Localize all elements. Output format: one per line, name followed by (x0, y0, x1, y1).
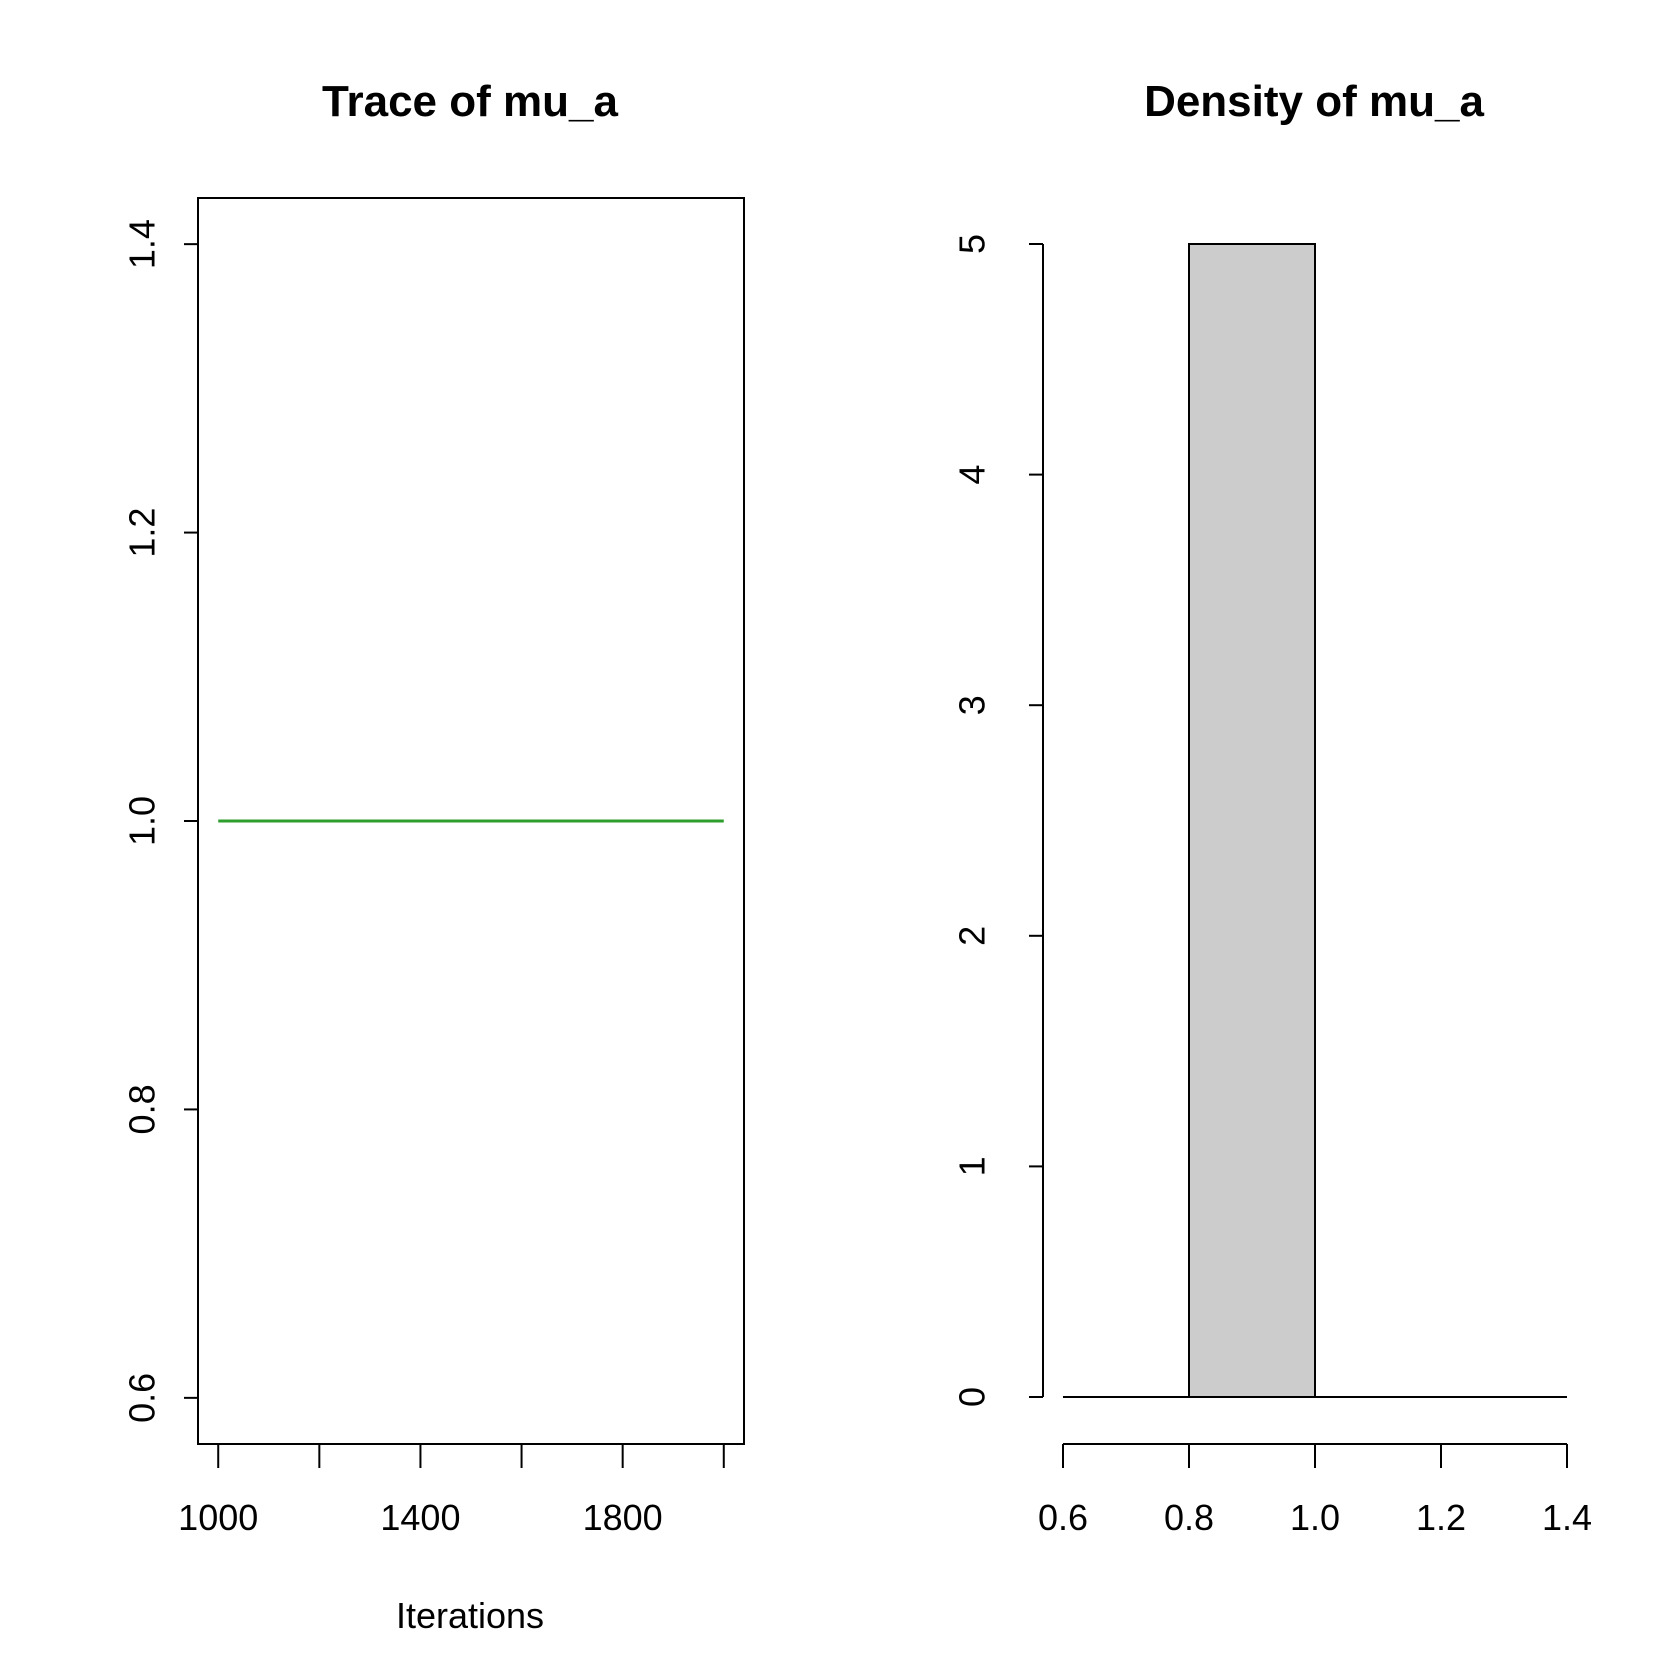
y-tick-label: 1.4 (122, 219, 163, 269)
x-tick-label: 1000 (178, 1497, 258, 1538)
x-tick-label: 1400 (380, 1497, 460, 1538)
y-tick-label: 0 (952, 1387, 993, 1407)
y-tick-label: 4 (952, 465, 993, 485)
y-tick-label: 1.2 (122, 508, 163, 558)
y-tick-label: 2 (952, 926, 993, 946)
density-x-axis: 0.6 0.8 1.0 1.2 1.4 (1038, 1443, 1592, 1538)
x-tick-label: 0.6 (1038, 1497, 1088, 1538)
y-tick-label: 0.6 (122, 1373, 163, 1423)
x-tick-label: 1.0 (1290, 1497, 1340, 1538)
density-bar (1188, 243, 1316, 1398)
trace-x-axis: 1000 1400 1800 (178, 1443, 725, 1538)
x-tick-label: 1800 (583, 1497, 663, 1538)
y-tick-label: 1 (952, 1156, 993, 1176)
density-title: Density of mu_a (1144, 77, 1484, 126)
trace-x-label: Iterations (396, 1595, 544, 1636)
trace-panel: Trace of mu_a 0.6 0.8 1.0 1.2 1.4 1000 1400 18… (122, 77, 745, 1636)
x-tick-label: 0.8 (1164, 1497, 1214, 1538)
density-bars (1063, 243, 1567, 1398)
density-y-axis: 0 1 2 3 4 5 (952, 234, 1044, 1407)
y-tick-label: 5 (952, 234, 993, 254)
trace-title: Trace of mu_a (322, 77, 618, 126)
x-tick-label: 1.2 (1416, 1497, 1466, 1538)
y-tick-label: 1.0 (122, 796, 163, 846)
y-tick-label: 3 (952, 695, 993, 715)
x-tick-label: 1.4 (1542, 1497, 1592, 1538)
y-tick-label: 0.8 (122, 1084, 163, 1134)
trace-y-axis: 0.6 0.8 1.0 1.2 1.4 (122, 219, 198, 1423)
density-panel: Density of mu_a 0 1 2 3 4 5 0.6 0.8 1.0 1.2 1.4 (952, 77, 1593, 1538)
